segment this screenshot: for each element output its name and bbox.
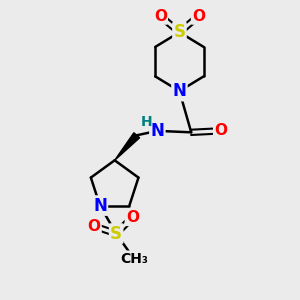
Text: O: O — [88, 219, 100, 234]
Polygon shape — [115, 133, 140, 160]
Text: S: S — [110, 225, 122, 243]
Text: O: O — [192, 8, 205, 23]
Text: O: O — [214, 123, 227, 138]
Text: N: N — [150, 122, 164, 140]
Text: H: H — [140, 115, 152, 129]
Text: N: N — [93, 196, 107, 214]
Text: CH₃: CH₃ — [120, 252, 148, 266]
Text: N: N — [172, 82, 186, 100]
Text: O: O — [126, 210, 139, 225]
Text: O: O — [154, 8, 167, 23]
Text: S: S — [173, 23, 185, 41]
